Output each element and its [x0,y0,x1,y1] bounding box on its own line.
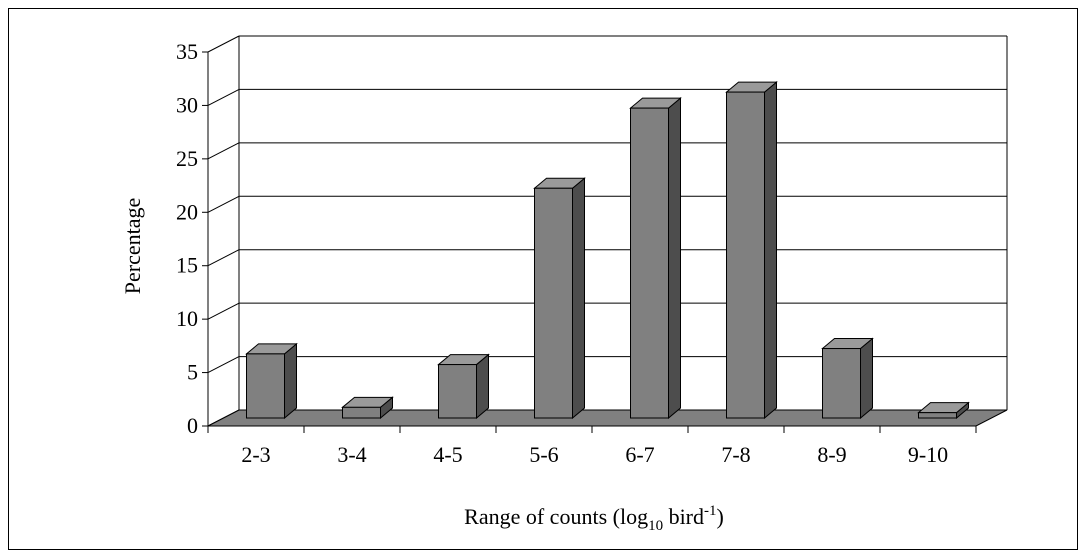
bar-front-7-8 [726,91,765,419]
axes [202,51,977,433]
bar-2-3 [245,342,298,420]
bar-front-8-9 [822,348,861,419]
y-tick-label: 20 [176,199,198,224]
bars [245,81,970,420]
x-axis-label: Range of counts (log10 bird-1) [464,503,724,534]
floor-plane [207,409,1008,427]
bar-side-8-9 [860,337,873,420]
y-tick-label: 5 [187,360,198,385]
gridline-side [207,356,240,374]
x-tick-label: 3-4 [337,442,366,467]
x-tick-label: 7-8 [721,442,750,467]
gridline-side [207,249,240,267]
gridline-side [207,142,240,160]
chart-frame [8,8,1078,550]
x-tick-label: 9-10 [908,442,948,467]
bar-side-4-5 [476,353,489,420]
x-tick-label: 2-3 [241,442,270,467]
bar-front-6-7 [630,107,669,419]
bar-side-2-3 [284,342,297,420]
bar-front-2-3 [246,353,285,419]
bar-9-10 [917,401,970,420]
bar-front-9-10 [918,412,957,419]
y-tick-label: 10 [176,306,198,331]
y-tick-labels: 0 5 10 15 20 25 30 35 [176,39,198,438]
bar-side-7-8 [764,81,777,420]
bar-front-4-5 [438,364,477,419]
gridline-side [207,88,240,106]
x-axis-label-prefix: Range of counts (log [464,504,648,529]
x-axis-label-middle: bird [663,504,704,529]
bar-side-5-6 [572,177,585,420]
y-tick-label: 25 [176,146,198,171]
bar-8-9 [821,337,874,420]
bar-5-6 [533,177,586,420]
bar-front-5-6 [534,187,573,419]
gridline-side [207,302,240,320]
bar-6-7 [629,97,682,420]
y-tick-label: 35 [176,39,198,64]
x-tick-label: 8-9 [817,442,846,467]
x-axis-label-superscript: -1 [704,503,717,519]
bar-7-8 [725,81,778,420]
bar-3-4 [341,396,394,420]
chart-floor [207,409,1008,427]
gridline-side [207,35,240,53]
bar-front-3-4 [342,406,381,419]
x-axis-label-subscript: 10 [648,518,663,534]
y-tick-label: 30 [176,92,198,117]
x-axis-label-suffix: ) [717,504,724,529]
y-tick-label: 15 [176,253,198,278]
bar-side-6-7 [668,97,681,420]
gridlines [207,35,1008,427]
y-tick-label: 0 [187,413,198,438]
gridline-side [207,195,240,213]
x-tick-label: 5-6 [529,442,558,467]
x-tick-labels: 2-3 3-4 4-5 5-6 6-7 7-8 8-9 9-10 [241,442,948,467]
y-axis-label: Percentage [120,198,145,295]
bar-4-5 [437,353,490,420]
x-tick-label: 4-5 [433,442,462,467]
x-tick-label: 6-7 [625,442,654,467]
